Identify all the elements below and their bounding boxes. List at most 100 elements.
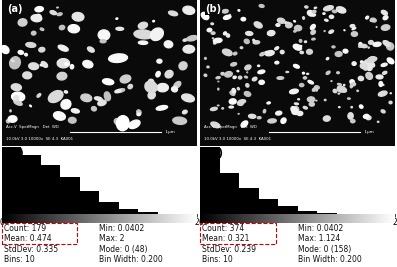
Ellipse shape [224,15,231,19]
Ellipse shape [39,48,45,52]
Ellipse shape [381,63,387,66]
Ellipse shape [57,59,69,68]
Bar [220,174,239,214]
Ellipse shape [57,13,62,15]
Ellipse shape [281,118,286,123]
Ellipse shape [211,23,214,25]
Bar [317,213,337,214]
Ellipse shape [350,80,355,84]
Ellipse shape [64,91,67,93]
Ellipse shape [83,60,93,68]
Ellipse shape [210,107,217,111]
Ellipse shape [357,90,358,91]
Ellipse shape [183,45,195,53]
Ellipse shape [246,84,249,87]
Ellipse shape [338,54,340,56]
Text: Min: 0.0402: Min: 0.0402 [99,224,145,233]
Ellipse shape [187,36,197,41]
Ellipse shape [359,42,362,47]
Ellipse shape [183,6,195,14]
Bar [21,155,41,214]
Text: 10.0kV 3.0 10000x  SE 4.3  KA001: 10.0kV 3.0 10000x SE 4.3 KA001 [204,137,272,141]
Ellipse shape [23,72,32,79]
Ellipse shape [370,19,373,21]
Ellipse shape [292,111,299,115]
Ellipse shape [129,120,140,128]
Ellipse shape [387,58,394,64]
Ellipse shape [116,116,129,131]
Ellipse shape [324,31,325,32]
Ellipse shape [164,41,173,48]
Ellipse shape [294,21,295,22]
Ellipse shape [237,88,239,90]
Ellipse shape [276,111,282,115]
Ellipse shape [368,67,372,70]
Ellipse shape [40,64,42,66]
Ellipse shape [360,61,364,64]
Ellipse shape [11,84,21,91]
Bar [298,211,317,214]
Ellipse shape [254,22,262,28]
Ellipse shape [379,82,383,87]
Text: Min: 0.0402: Min: 0.0402 [298,224,343,233]
Ellipse shape [87,47,94,52]
Text: Count: 374: Count: 374 [202,224,245,233]
Ellipse shape [305,6,308,8]
Ellipse shape [294,107,299,112]
Ellipse shape [18,50,23,54]
Ellipse shape [376,75,383,79]
Ellipse shape [214,43,216,44]
Ellipse shape [116,89,125,92]
Ellipse shape [253,41,260,44]
Bar [2,147,21,214]
Text: Mode: 0 (158): Mode: 0 (158) [298,245,351,254]
Text: Mode: 0 (48): Mode: 0 (48) [99,245,148,254]
Text: Max: 2: Max: 2 [99,234,125,244]
Ellipse shape [324,6,333,11]
Ellipse shape [275,61,279,64]
Ellipse shape [212,38,214,39]
Ellipse shape [293,64,299,68]
Ellipse shape [237,101,243,105]
Ellipse shape [360,63,366,69]
Ellipse shape [216,77,220,79]
Ellipse shape [157,59,162,63]
Ellipse shape [312,87,318,91]
Ellipse shape [325,19,328,21]
Ellipse shape [102,79,114,85]
Text: 10.0kV 3.0 10000x  SE 4.3  KA001: 10.0kV 3.0 10000x SE 4.3 KA001 [6,137,73,141]
Ellipse shape [244,39,249,44]
Ellipse shape [366,116,371,120]
Ellipse shape [268,119,276,123]
Text: Bins: 10: Bins: 10 [4,255,35,264]
Ellipse shape [300,51,303,54]
Ellipse shape [337,72,339,74]
Ellipse shape [338,93,340,94]
Ellipse shape [58,45,68,51]
Ellipse shape [259,5,264,7]
Ellipse shape [332,10,337,13]
Ellipse shape [312,38,315,40]
Ellipse shape [312,14,316,16]
Ellipse shape [350,25,355,27]
Ellipse shape [218,88,219,90]
Ellipse shape [303,107,307,109]
Ellipse shape [81,94,92,102]
Ellipse shape [378,121,379,122]
Ellipse shape [339,107,340,108]
Ellipse shape [358,76,364,81]
Ellipse shape [381,110,385,113]
Ellipse shape [61,100,71,109]
Ellipse shape [373,42,381,46]
Ellipse shape [314,7,317,9]
Text: Acc.V  SpotMagn   Det  WD: Acc.V SpotMagn Det WD [204,125,257,129]
Ellipse shape [265,52,269,55]
Ellipse shape [68,117,76,123]
Ellipse shape [365,60,375,67]
Ellipse shape [249,114,256,118]
Ellipse shape [172,87,177,92]
Ellipse shape [41,62,48,67]
Ellipse shape [348,113,353,119]
Text: (b): (b) [205,4,222,14]
Ellipse shape [337,86,347,92]
